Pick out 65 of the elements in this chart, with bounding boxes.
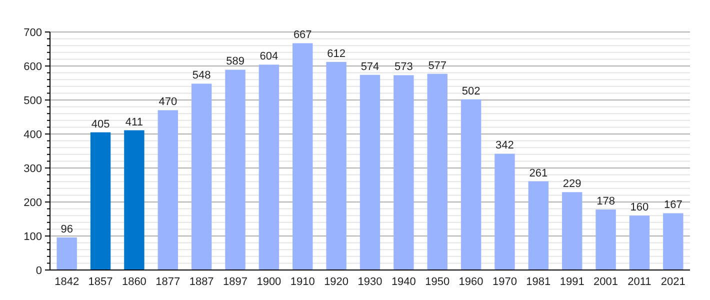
x-tick-label: 1877 (156, 276, 180, 288)
bar (596, 209, 616, 270)
x-tick-label: 1930 (358, 276, 382, 288)
x-tick-label: 1991 (560, 276, 584, 288)
data-label: 574 (360, 60, 380, 73)
data-label: 589 (226, 56, 244, 68)
bar (494, 154, 515, 270)
bar (528, 181, 549, 270)
data-label: 577 (428, 60, 447, 72)
data-label: 342 (496, 140, 514, 152)
data-label: 573 (394, 61, 413, 74)
bar (427, 74, 448, 270)
data-label: 411 (125, 116, 143, 128)
x-tick-label: 1960 (458, 276, 484, 288)
bar (258, 64, 280, 270)
x-tick-label: 2021 (660, 276, 686, 288)
x-tick-label: 2011 (628, 276, 652, 288)
bar (56, 237, 77, 270)
data-label: 612 (327, 48, 346, 60)
bar (360, 74, 380, 270)
bar (663, 213, 684, 270)
data-label: 167 (664, 199, 682, 212)
bar (562, 192, 582, 270)
data-label: 502 (462, 85, 480, 98)
y-tick-label: 100 (24, 230, 42, 243)
x-tick-label: 1842 (54, 276, 80, 288)
x-tick-label: 1940 (391, 276, 416, 288)
bar (90, 132, 111, 270)
x-tick-label: 2001 (594, 276, 618, 288)
x-tick-label: 1887 (189, 276, 214, 288)
data-label: 405 (91, 118, 110, 130)
bar (629, 216, 650, 270)
bar (292, 43, 313, 270)
data-label: 604 (260, 50, 278, 63)
x-tick-label: 1897 (223, 276, 248, 288)
data-label: 96 (60, 223, 73, 236)
bar (158, 110, 178, 270)
bar (460, 99, 482, 270)
y-tick-label: 300 (24, 162, 42, 175)
x-tick-label: 1857 (88, 276, 113, 288)
x-tick-label: 1950 (425, 276, 450, 288)
bar (394, 75, 414, 270)
x-tick-label: 1900 (256, 276, 282, 288)
data-label: 160 (630, 202, 649, 214)
x-tick-label: 1910 (290, 276, 315, 288)
x-tick-label: 1981 (526, 276, 551, 288)
data-label: 261 (529, 167, 548, 180)
bar (326, 62, 346, 270)
y-tick-label: 500 (24, 94, 42, 107)
x-tick-label: 1970 (492, 276, 517, 288)
y-tick-label: 400 (24, 128, 42, 141)
x-tick-label: 1920 (324, 276, 349, 288)
y-tick-label: 200 (24, 196, 42, 209)
data-label: 667 (293, 29, 312, 42)
bar (191, 84, 212, 270)
y-tick-label: 600 (24, 60, 42, 73)
y-tick-label: 700 (24, 26, 42, 39)
data-label: 470 (158, 96, 178, 108)
data-label: 229 (562, 178, 582, 190)
data-label: 178 (596, 195, 615, 208)
bar (124, 130, 144, 270)
data-label: 548 (192, 70, 211, 82)
y-tick-label: 0 (36, 264, 42, 277)
bar (225, 70, 246, 270)
x-tick-label: 1860 (122, 276, 146, 288)
